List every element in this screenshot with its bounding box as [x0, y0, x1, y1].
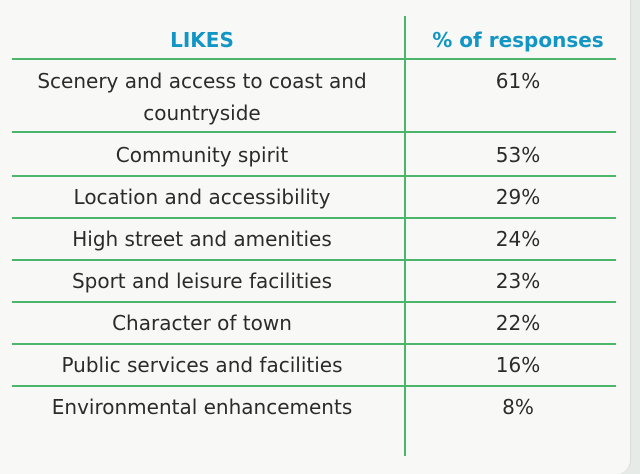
row-label: Public services and facilities: [61, 353, 343, 377]
row-label-line: Scenery and access to coast and: [37, 69, 367, 93]
row-percent: 29%: [495, 185, 541, 209]
row-label: High street and amenities: [72, 227, 332, 251]
row-label-line: countryside: [143, 101, 261, 125]
row-label: Character of town: [112, 311, 292, 335]
row-percent: 24%: [495, 227, 541, 251]
header-percent: % of responses: [432, 28, 604, 52]
row-rule: [12, 343, 616, 345]
row-label: Location and accessibility: [73, 185, 331, 209]
row-label: Sport and leisure facilities: [71, 269, 333, 293]
row-label: Environmental enhancements: [51, 395, 353, 419]
row-percent: 53%: [495, 143, 541, 167]
header-likes: LIKES: [170, 28, 234, 52]
row-label: Community spirit: [115, 143, 289, 167]
row-rule: [12, 217, 616, 219]
row-rule: [12, 131, 616, 133]
row-rule: [12, 259, 616, 261]
row-percent: 22%: [495, 311, 541, 335]
row-rule: [12, 301, 616, 303]
row-percent: 23%: [495, 269, 541, 293]
column-divider: [404, 16, 406, 456]
row-percent: 8%: [502, 395, 534, 419]
row-percent: 16%: [495, 353, 541, 377]
header-rule: [12, 58, 616, 60]
row-rule: [12, 175, 616, 177]
row-percent: 61%: [495, 69, 541, 93]
row-rule: [12, 385, 616, 387]
